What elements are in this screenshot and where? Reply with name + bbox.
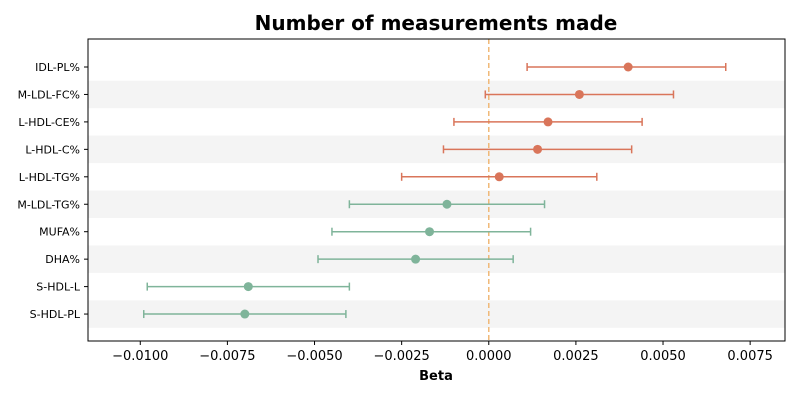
beta-point-DHA% xyxy=(411,254,421,264)
beta-point-L-HDL-TG% xyxy=(494,172,504,182)
beta-point-S-HDL-PL xyxy=(240,309,250,319)
beta-point-S-HDL-L xyxy=(243,282,253,292)
plot-frame xyxy=(87,38,786,342)
beta-point-M-LDL-FC% xyxy=(574,89,584,99)
y-tick-label: MUFA% xyxy=(39,226,80,239)
y-tick-label: L-HDL-TG% xyxy=(19,171,80,184)
x-tick-label: −0.0025 xyxy=(373,349,429,364)
y-tick-label: DHA% xyxy=(45,253,80,266)
y-tick-label: L-HDL-C% xyxy=(25,143,80,156)
row-band xyxy=(88,135,785,164)
beta-point-MUFA% xyxy=(425,227,435,237)
beta-point-L-HDL-CE% xyxy=(543,117,553,127)
chart-title: Number of measurements made xyxy=(255,11,618,35)
y-tick-label: IDL-PL% xyxy=(35,61,80,74)
beta-point-IDL-PL% xyxy=(623,62,633,72)
x-tick-label: −0.0050 xyxy=(286,349,342,364)
x-tick-label: −0.0100 xyxy=(112,349,168,364)
y-axis: IDL-PL% M-LDL-FC% L-HDL-CE% L-HDL-C% L-HDL-T… xyxy=(17,61,88,321)
x-axis-label: Beta xyxy=(419,369,453,384)
y-tick-label: L-HDL-CE% xyxy=(18,116,80,129)
x-axis: −0.0100 −0.0075 −0.0050 −0.0025 0.0000 0.0025… xyxy=(112,341,773,364)
beta-point-L-HDL-C% xyxy=(533,144,543,154)
x-tick-label: −0.0075 xyxy=(199,349,255,364)
beta-point-M-LDL-TG% xyxy=(442,199,452,209)
y-tick-label: S-HDL-PL xyxy=(30,308,81,321)
x-tick-label: 0.0050 xyxy=(640,349,686,364)
y-tick-label: S-HDL-L xyxy=(36,281,81,294)
x-tick-label: 0.0075 xyxy=(727,349,773,364)
beta-points xyxy=(240,62,633,319)
y-tick-label: M-LDL-TG% xyxy=(17,198,80,211)
x-tick-label: 0.0025 xyxy=(553,349,599,364)
x-tick-label: 0.0000 xyxy=(466,349,512,364)
row-band xyxy=(88,80,785,109)
y-tick-label: M-LDL-FC% xyxy=(18,88,80,101)
